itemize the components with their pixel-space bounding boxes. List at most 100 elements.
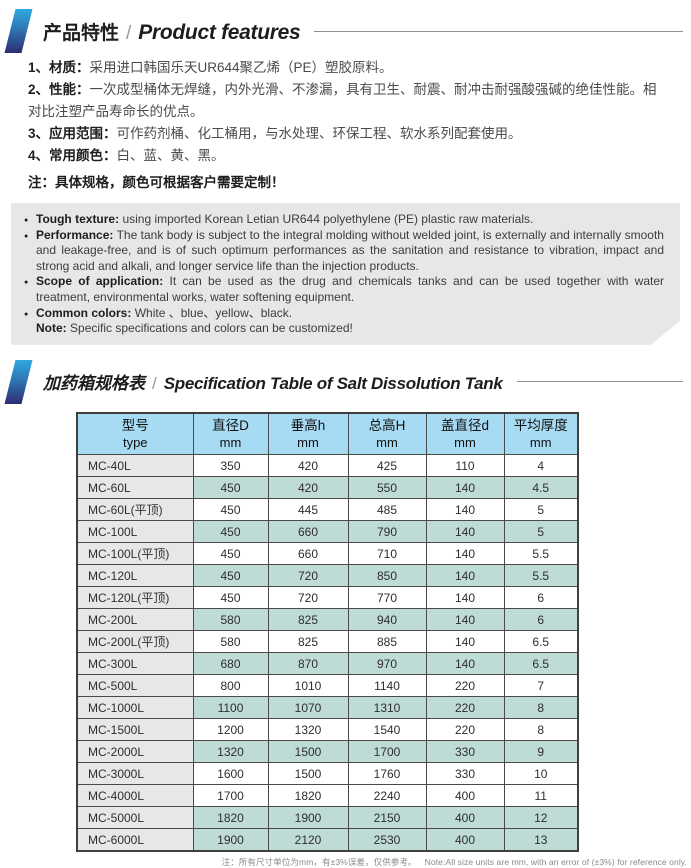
spec-value-cell: 800: [192, 674, 269, 698]
note-label: Note:: [36, 321, 67, 336]
table-row: MC-4000L 1700 1820 2240 400 11: [76, 784, 579, 808]
table-footnote: 注：所有尺寸单位为mm，有±3%误差，仅供参考。 Note:All size un…: [0, 856, 687, 868]
spec-value-cell: 220: [425, 718, 505, 742]
model-type-cell: MC-40L: [76, 454, 194, 478]
spec-value-cell: 1820: [192, 806, 269, 830]
spec-value-cell: 5: [503, 520, 579, 544]
spec-value-cell: 1500: [267, 762, 349, 786]
spec-value-cell: 825: [267, 608, 349, 632]
spec-value-cell: 485: [347, 498, 427, 522]
section1-title: 产品特性 / Product features: [43, 18, 301, 45]
table-row: MC-2000L 1320 1500 1700 330 9: [76, 740, 579, 764]
spec-value-cell: 140: [425, 520, 505, 544]
spec-value-cell: 1310: [347, 696, 427, 720]
spec-value-cell: 6.5: [503, 630, 579, 654]
english-note: Note: Specific specifications and colors…: [25, 321, 664, 337]
spec-value-cell: 1540: [347, 718, 427, 742]
spec-value-cell: 140: [425, 586, 505, 610]
spec-value-cell: 1100: [192, 696, 269, 720]
spec-value-cell: 220: [425, 696, 505, 720]
english-bullet: Common colors: White 、blue、yellow、black.: [25, 306, 664, 322]
section1-header: 产品特性 / Product features: [4, 8, 685, 54]
spec-value-cell: 140: [425, 498, 505, 522]
col-header-diameter: 直径D mm: [192, 412, 269, 456]
spec-value-cell: 400: [425, 784, 505, 808]
spec-value-cell: 140: [425, 608, 505, 632]
spec-value-cell: 710: [347, 542, 427, 566]
spec-value-cell: 7: [503, 674, 579, 698]
bullet-text: It can be used as the drug and chemicals…: [36, 274, 665, 304]
spec-value-cell: 1200: [192, 718, 269, 742]
table-row: MC-5000L 1820 1900 2150 400 12: [76, 806, 579, 830]
spec-value-cell: 450: [192, 476, 269, 500]
spec-value-cell: 140: [425, 542, 505, 566]
feature-label: 2、性能：: [28, 82, 90, 97]
spec-value-cell: 940: [347, 608, 427, 632]
table-row: MC-120L 450 720 850 140 5.5: [76, 564, 579, 588]
spec-value-cell: 400: [425, 806, 505, 830]
model-type-cell: MC-200L(平顶): [76, 630, 194, 654]
spec-value-cell: 720: [267, 564, 349, 588]
spec-value-cell: 1500: [267, 740, 349, 764]
spec-value-cell: 850: [347, 564, 427, 588]
table-row: MC-6000L 1900 2120 2530 400 13: [76, 828, 579, 852]
spec-value-cell: 220: [425, 674, 505, 698]
col-header-total-height: 总高H mm: [347, 412, 427, 456]
spec-value-cell: 5.5: [503, 564, 579, 588]
spec-value-cell: 1600: [192, 762, 269, 786]
table-row: MC-200L(平顶) 580 825 885 140 6.5: [76, 630, 579, 654]
section1-title-zh: 产品特性: [43, 22, 120, 44]
model-type-cell: MC-120L(平顶): [76, 586, 194, 610]
spec-value-cell: 9: [503, 740, 579, 764]
spec-value-cell: 2150: [347, 806, 427, 830]
table-row: MC-100L(平顶) 450 660 710 140 5.5: [76, 542, 579, 566]
spec-value-cell: 6: [503, 586, 579, 610]
model-type-cell: MC-200L: [76, 608, 194, 632]
spec-value-cell: 660: [267, 520, 349, 544]
spec-value-cell: 1070: [267, 696, 349, 720]
english-bullet: Scope of application: It can be used as …: [25, 274, 664, 305]
spec-value-cell: 660: [267, 542, 349, 566]
spec-value-cell: 770: [347, 586, 427, 610]
spec-value-cell: 330: [425, 740, 505, 764]
spec-value-cell: 10: [503, 762, 579, 786]
spec-value-cell: 330: [425, 762, 505, 786]
spec-value-cell: 450: [192, 498, 269, 522]
spec-value-cell: 885: [347, 630, 427, 654]
spec-value-cell: 450: [192, 542, 269, 566]
bullet-text: using imported Korean Letian UR644 polye…: [122, 212, 534, 226]
header-rule: [314, 30, 683, 32]
spec-value-cell: 720: [267, 586, 349, 610]
spec-value-cell: 2240: [347, 784, 427, 808]
spec-value-cell: 580: [192, 630, 269, 654]
table-row: MC-200L 580 825 940 140 6: [76, 608, 579, 632]
table-row: MC-60L 450 420 550 140 4.5: [76, 476, 579, 500]
spec-value-cell: 140: [425, 476, 505, 500]
spec-value-cell: 8: [503, 718, 579, 742]
english-bullet: Tough texture: using imported Korean Let…: [25, 212, 664, 228]
spec-value-cell: 420: [267, 454, 349, 478]
section-accent-bar-icon: [4, 359, 33, 404]
spec-value-cell: 11: [503, 784, 579, 808]
spec-value-cell: 5.5: [503, 542, 579, 566]
model-type-cell: MC-120L: [76, 564, 194, 588]
model-type-cell: MC-100L: [76, 520, 194, 544]
feature-label: 1、材质：: [28, 60, 90, 75]
col-header-type: 型号 type: [76, 412, 194, 456]
table-row: MC-1500L 1200 1320 1540 220 8: [76, 718, 579, 742]
table-row: MC-120L(平顶) 450 720 770 140 6: [76, 586, 579, 610]
spec-value-cell: 1320: [267, 718, 349, 742]
spec-value-cell: 550: [347, 476, 427, 500]
section2-header: 加药箱规格表 / Specification Table of Salt Dis…: [4, 359, 685, 405]
spec-value-cell: 400: [425, 828, 505, 852]
spec-value-cell: 1900: [267, 806, 349, 830]
spec-value-cell: 445: [267, 498, 349, 522]
bullet-label: Scope of application:: [36, 274, 164, 289]
spec-value-cell: 13: [503, 828, 579, 852]
english-features-box: Tough texture: using imported Korean Let…: [11, 203, 680, 345]
table-row: MC-40L 350 420 425 110 4: [76, 454, 579, 478]
table-row: MC-60L(平顶) 450 445 485 140 5: [76, 498, 579, 522]
col-header-avg-thickness: 平均厚度 mm: [503, 412, 579, 456]
spec-value-cell: 1760: [347, 762, 427, 786]
model-type-cell: MC-60L(平顶): [76, 498, 194, 522]
